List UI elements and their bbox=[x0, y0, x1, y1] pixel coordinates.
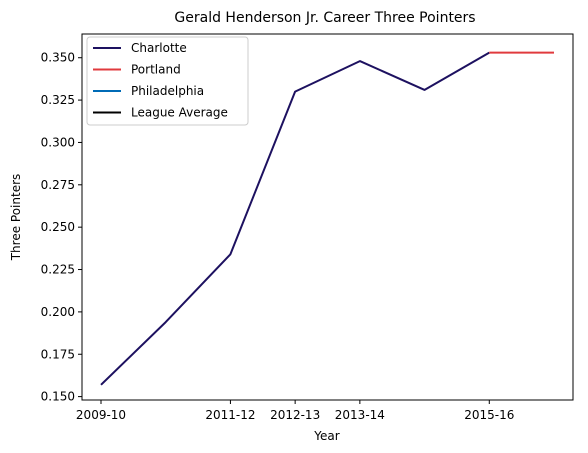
legend-label: Portland bbox=[131, 63, 181, 77]
x-axis-label: Year bbox=[313, 429, 339, 443]
x-tick-label: 2011-12 bbox=[205, 408, 255, 422]
x-tick-label: 2013-14 bbox=[335, 408, 385, 422]
y-tick-label: 0.225 bbox=[41, 263, 75, 277]
legend-label: League Average bbox=[131, 106, 228, 120]
x-tick-label: 2012-13 bbox=[270, 408, 320, 422]
legend: Charlotte Portland Philadelphia League Aver… bbox=[86, 36, 249, 126]
x-tick-label: 2015-16 bbox=[464, 408, 514, 422]
legend-label: Philadelphia bbox=[131, 84, 204, 98]
series-line-0 bbox=[100, 51, 490, 386]
y-tick-label: 0.300 bbox=[41, 135, 75, 149]
y-tick-label: 0.175 bbox=[41, 347, 75, 361]
x-axis: 2009-10 2011-12 2012-13 2013-14 2015-16 bbox=[76, 400, 514, 422]
y-tick-label: 0.275 bbox=[41, 178, 75, 192]
y-tick-label: 0.350 bbox=[41, 51, 75, 65]
y-axis-label: Three Pointers bbox=[9, 174, 23, 262]
y-axis: 0.150 0.175 0.200 0.225 0.250 0.275 0.300 0.325… bbox=[41, 51, 82, 404]
series-layer bbox=[100, 51, 554, 386]
plot-frame bbox=[81, 33, 574, 401]
x-tick-label: 2009-10 bbox=[76, 408, 126, 422]
chart-title: Gerald Henderson Jr. Career Three Pointe… bbox=[174, 10, 475, 26]
legend-label: Charlotte bbox=[131, 41, 187, 55]
y-tick-label: 0.200 bbox=[41, 305, 75, 319]
y-tick-label: 0.325 bbox=[41, 93, 75, 107]
y-tick-label: 0.250 bbox=[41, 220, 75, 234]
legend-box bbox=[86, 36, 249, 126]
y-tick-label: 0.150 bbox=[41, 390, 75, 404]
